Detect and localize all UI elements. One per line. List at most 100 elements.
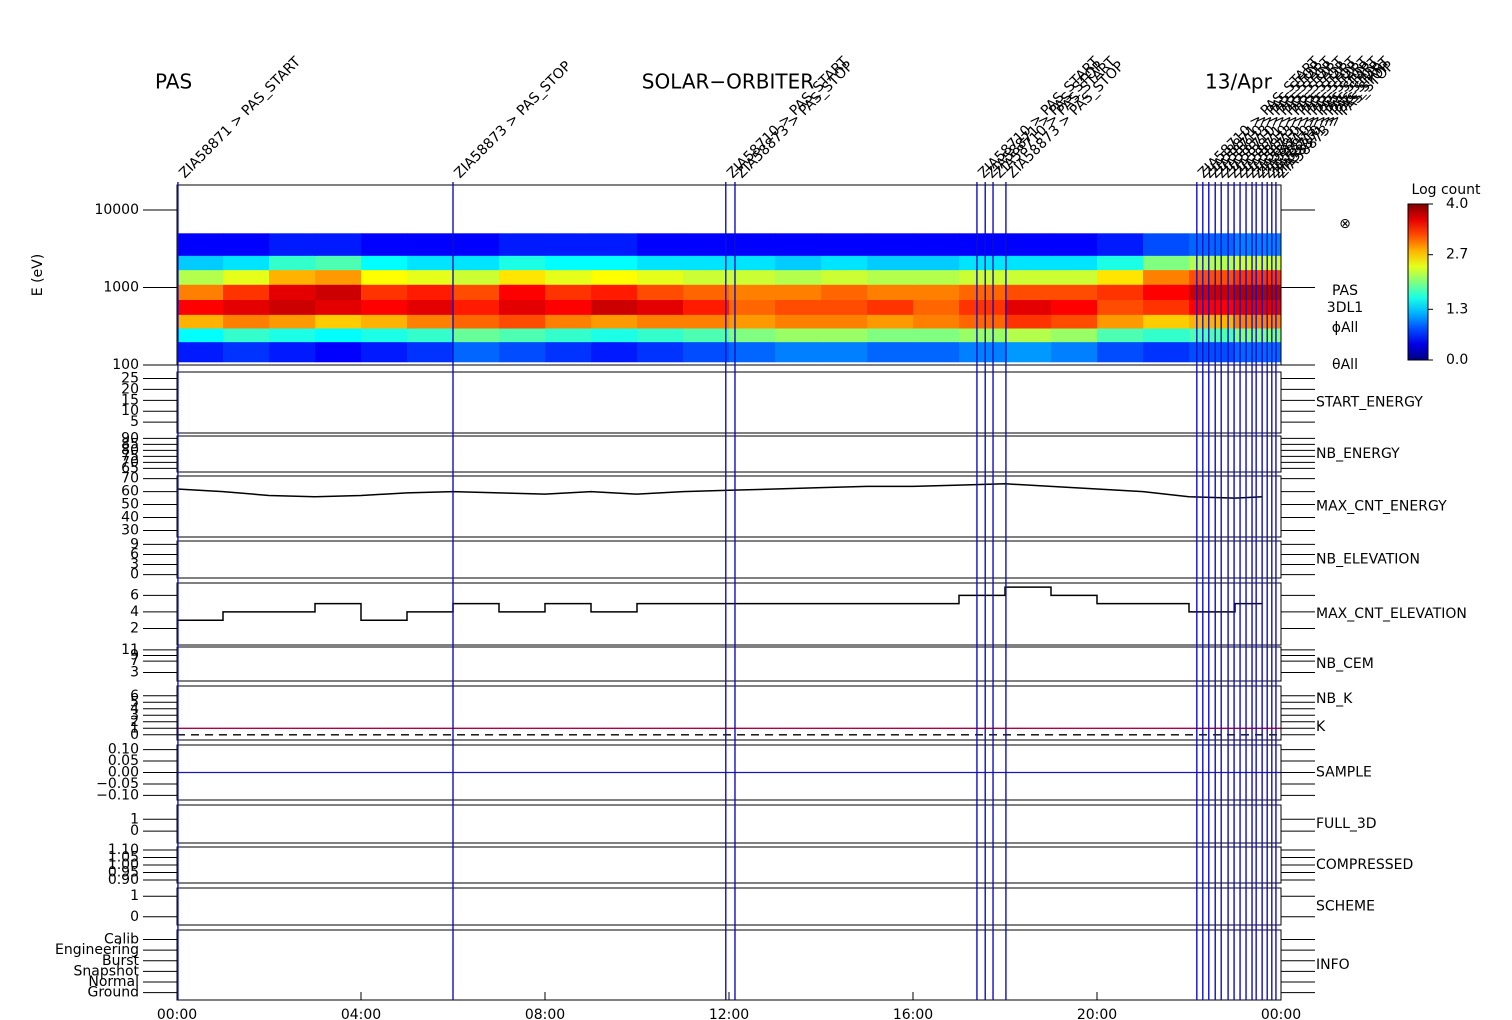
y-tick-label: 30 bbox=[121, 523, 139, 539]
y-tick-label: Engineering bbox=[55, 942, 139, 958]
heatmap-cell bbox=[913, 269, 960, 285]
heatmap-cell bbox=[407, 269, 454, 285]
heatmap-cell bbox=[591, 328, 638, 343]
y-tick-label: 1.00 bbox=[108, 857, 139, 873]
heatmap-cell bbox=[1005, 299, 1052, 315]
colorbar-tick-label: 0.0 bbox=[1446, 352, 1468, 368]
x-tick-label: 12:00 bbox=[709, 1007, 749, 1020]
heatmap-cell bbox=[775, 255, 822, 271]
y-tick-label: 3 bbox=[130, 665, 139, 681]
panel-frame bbox=[176, 435, 1282, 473]
y-axis-label: E (eV) bbox=[30, 254, 46, 296]
heatmap-cell bbox=[223, 255, 270, 271]
panel-frame bbox=[176, 929, 1282, 1001]
heatmap-cell bbox=[1143, 255, 1190, 271]
heatmap-cell bbox=[1143, 328, 1190, 343]
heatmap-cell bbox=[1189, 328, 1236, 343]
y-tick-label: 0 bbox=[130, 727, 139, 743]
heatmap-cell bbox=[499, 328, 546, 343]
heatmap-cell bbox=[591, 299, 638, 315]
y-tick-label: 20 bbox=[121, 381, 139, 397]
annotation: ϕAll bbox=[1332, 320, 1359, 336]
panel-frame bbox=[176, 685, 1282, 741]
heatmap-cell bbox=[223, 233, 270, 256]
y-tick-label: 0.95 bbox=[108, 865, 139, 881]
heatmap-cell bbox=[775, 269, 822, 285]
heatmap-cell bbox=[1235, 284, 1282, 300]
y-tick-label: −0.05 bbox=[96, 776, 139, 792]
y-tick-label: 3 bbox=[130, 557, 139, 573]
heatmap-cell bbox=[1235, 255, 1282, 271]
y-tick-label: 0.10 bbox=[108, 742, 139, 758]
y-tick-label: 0 bbox=[130, 823, 139, 839]
heatmap-cell bbox=[499, 341, 546, 363]
y-tick-label: Snapshot bbox=[74, 963, 140, 979]
heatmap-cell bbox=[1189, 299, 1236, 315]
heatmap-cell bbox=[959, 269, 1006, 285]
heatmap-cell bbox=[453, 299, 500, 315]
heatmap-cell bbox=[223, 341, 270, 363]
heatmap-cell bbox=[775, 341, 822, 363]
header-center: SOLAR−ORBITER bbox=[642, 70, 814, 94]
y-tick-label: 0.90 bbox=[108, 872, 139, 888]
colorbar bbox=[1407, 203, 1429, 361]
heatmap-cell bbox=[223, 328, 270, 343]
y-tick-label: Ground bbox=[88, 985, 140, 1001]
heatmap-cell bbox=[1189, 314, 1236, 329]
heatmap-cell bbox=[821, 284, 868, 300]
heatmap-cell bbox=[637, 269, 684, 285]
heatmap-cell bbox=[545, 233, 592, 256]
heatmap-cell bbox=[269, 314, 316, 329]
heatmap-cell bbox=[913, 314, 960, 329]
heatmap-cell bbox=[1235, 269, 1282, 285]
heatmap-cell bbox=[269, 328, 316, 343]
heatmap-cell bbox=[729, 299, 776, 315]
heatmap-cell bbox=[499, 269, 546, 285]
event-label: ZIA58710 > PAS_START bbox=[991, 54, 1119, 182]
heatmap-cell bbox=[637, 284, 684, 300]
colorbar-tick-label: 4.0 bbox=[1446, 196, 1468, 212]
heatmap-cell bbox=[959, 233, 1006, 256]
panel-frame bbox=[176, 184, 1282, 366]
heatmap-cell bbox=[1189, 233, 1236, 256]
panel-frame bbox=[176, 887, 1282, 926]
y-tick-label: 1 bbox=[130, 811, 139, 827]
heatmap-cell bbox=[1097, 233, 1144, 256]
heatmap-cell bbox=[499, 233, 546, 256]
y-tick-label: 25 bbox=[121, 371, 139, 387]
heatmap-cell bbox=[959, 328, 1006, 343]
heatmap-cell bbox=[867, 269, 914, 285]
heatmap-cell bbox=[177, 255, 224, 271]
heatmap-cell bbox=[1051, 269, 1098, 285]
y-tick-label: 70 bbox=[121, 454, 139, 470]
heatmap-cell bbox=[1097, 284, 1144, 300]
y-tick-label: 90 bbox=[121, 430, 139, 446]
panel-label: START_ENERGY bbox=[1316, 395, 1423, 411]
y-tick-label: 0.05 bbox=[108, 753, 139, 769]
heatmap-cell bbox=[821, 255, 868, 271]
heatmap-cell bbox=[1143, 314, 1190, 329]
heatmap-cell bbox=[407, 299, 454, 315]
heatmap-cell bbox=[913, 328, 960, 343]
heatmap-cell bbox=[177, 314, 224, 329]
y-tick-label: 9 bbox=[130, 536, 139, 552]
heatmap-cell bbox=[591, 341, 638, 363]
heatmap-cell bbox=[223, 284, 270, 300]
heatmap-cell bbox=[269, 255, 316, 271]
heatmap-cell bbox=[499, 314, 546, 329]
panel-label: INFO bbox=[1316, 957, 1350, 973]
y-tick-label: 5 bbox=[130, 694, 139, 710]
x-tick-label: 08:00 bbox=[525, 1007, 565, 1020]
heatmap-cell bbox=[177, 269, 224, 285]
heatmap-cell bbox=[453, 314, 500, 329]
heatmap-cell bbox=[361, 328, 408, 343]
heatmap-cell bbox=[361, 314, 408, 329]
heatmap-cell bbox=[1235, 341, 1282, 363]
panel-frame bbox=[176, 804, 1282, 844]
panel-label: MAX_CNT_ELEVATION bbox=[1316, 606, 1467, 622]
heatmap-cell bbox=[361, 255, 408, 271]
heatmap-cell bbox=[1143, 284, 1190, 300]
heatmap-cell bbox=[591, 233, 638, 256]
panel-label: SCHEME bbox=[1316, 899, 1375, 915]
y-tick-label: 1000 bbox=[103, 279, 139, 295]
